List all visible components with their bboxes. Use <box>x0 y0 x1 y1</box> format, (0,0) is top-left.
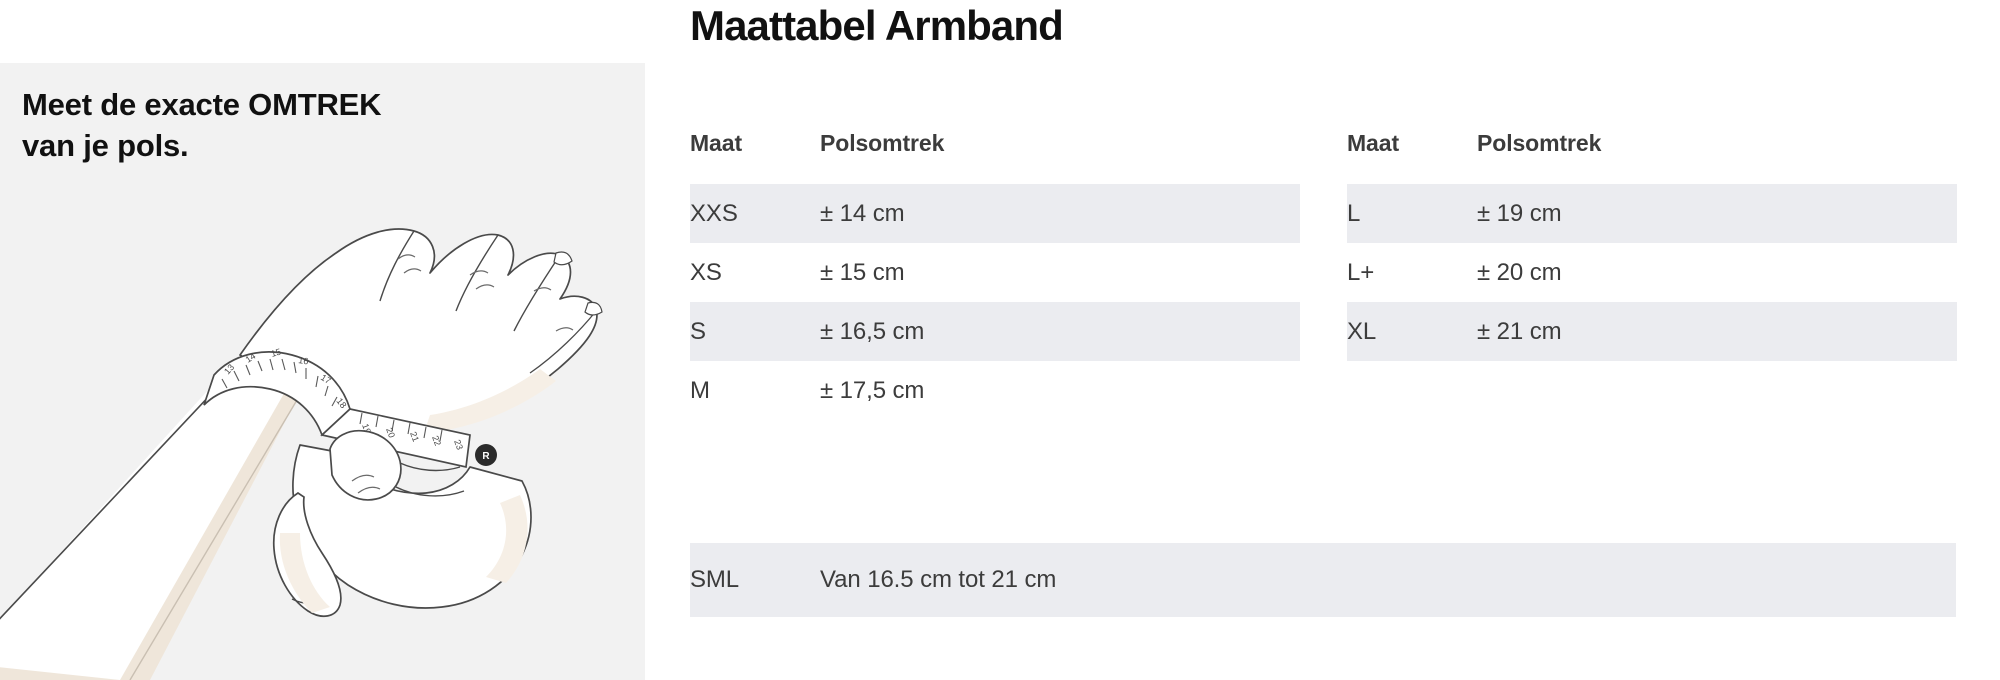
svg-text:22: 22 <box>430 434 443 447</box>
cell-wrist: ± 17,5 cm <box>820 376 925 404</box>
size-table-combined: SML Van 16.5 cm tot 21 cm <box>690 543 1956 617</box>
size-table-left: Maat Polsomtrek XXS ± 14 cm XS ± 15 cm S… <box>690 128 1300 420</box>
table-row: XS ± 15 cm <box>690 243 1300 302</box>
column-header-size: Maat <box>1347 130 1400 156</box>
illustration-panel: 13 14 15 16 17 18 19 20 21 22 23 R <box>0 63 645 680</box>
table-row: XL ± 21 cm <box>1347 302 1957 361</box>
table-row-empty <box>1347 361 1957 420</box>
svg-text:23: 23 <box>452 438 465 451</box>
cell-wrist: ± 14 cm <box>820 199 905 227</box>
cell-wrist: ± 15 cm <box>820 258 905 286</box>
size-table-right: Maat Polsomtrek L ± 19 cm L+ ± 20 cm XL … <box>1347 128 1957 420</box>
svg-text:20: 20 <box>384 426 397 439</box>
table-row: M ± 17,5 cm <box>690 361 1300 420</box>
cell-wrist: Van 16.5 cm tot 21 cm <box>820 566 1057 593</box>
cell-wrist: ± 19 cm <box>1477 199 1562 227</box>
svg-text:16: 16 <box>298 355 309 366</box>
svg-text:17: 17 <box>319 372 333 386</box>
table-row: XXS ± 14 cm <box>690 184 1300 243</box>
cell-size: M <box>690 376 710 404</box>
page-title: Maattabel Armband <box>690 2 1064 49</box>
cell-size: S <box>690 317 706 345</box>
svg-text:18: 18 <box>334 396 348 410</box>
hands-measuring-wrist-illustration: 13 14 15 16 17 18 19 20 21 22 23 R <box>0 228 603 680</box>
svg-text:15: 15 <box>270 347 282 359</box>
table-header-row: Maat Polsomtrek <box>690 128 1300 184</box>
cell-wrist: ± 16,5 cm <box>820 317 925 345</box>
size-tables-container: Maat Polsomtrek XXS ± 14 cm XS ± 15 cm S… <box>690 128 1957 420</box>
cell-wrist: ± 20 cm <box>1477 258 1562 286</box>
size-chart-content: Maattabel Armband Maat Polsomtrek XXS ± … <box>690 0 2000 680</box>
table-row: L+ ± 20 cm <box>1347 243 1957 302</box>
svg-text:14: 14 <box>244 351 258 365</box>
svg-text:13: 13 <box>222 362 236 376</box>
cell-size: L+ <box>1347 258 1375 286</box>
illustration-caption: Meet de exacte OMTREK van je pols. <box>22 87 382 163</box>
cell-wrist: ± 21 cm <box>1477 317 1562 345</box>
column-header-size: Maat <box>690 130 743 156</box>
cell-size: XL <box>1347 317 1377 345</box>
table-header-row: Maat Polsomtrek <box>1347 128 1957 184</box>
cell-size: SML <box>690 566 740 593</box>
column-header-wrist-circumference: Polsomtrek <box>820 130 945 156</box>
svg-text:R: R <box>482 451 490 462</box>
cell-size: XXS <box>690 199 738 227</box>
tape-brand-badge: R <box>475 444 497 466</box>
svg-text:21: 21 <box>408 430 421 443</box>
table-row: L ± 19 cm <box>1347 184 1957 243</box>
cell-size: L <box>1347 199 1361 227</box>
table-row: S ± 16,5 cm <box>690 302 1300 361</box>
column-header-wrist-circumference: Polsomtrek <box>1477 130 1602 156</box>
table-row: SML Van 16.5 cm tot 21 cm <box>690 543 1956 617</box>
cell-size: XS <box>690 258 722 286</box>
measuring-tape: 13 14 15 16 17 18 19 20 21 22 23 R <box>203 347 497 469</box>
